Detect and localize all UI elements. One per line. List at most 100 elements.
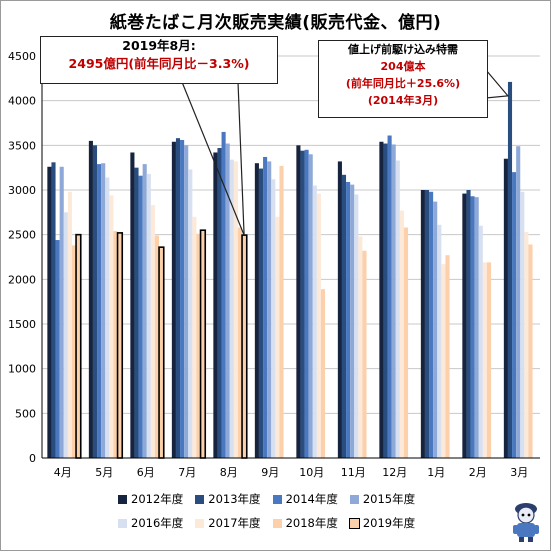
- y-axis-ticks: 0 500 1000 1500 2000 2500 3000 3500 4000 4500: [8, 50, 36, 465]
- bar: [474, 197, 479, 458]
- bar: [320, 289, 326, 458]
- bar: [59, 166, 64, 459]
- bar: [71, 245, 77, 458]
- bar: [354, 194, 359, 458]
- bar: [63, 212, 68, 458]
- legend-swatch: [118, 494, 127, 504]
- x-tick-label: 8月: [220, 466, 238, 479]
- bar: [512, 172, 517, 458]
- bar: [101, 163, 106, 458]
- bar: [387, 135, 392, 459]
- legend-label: 2015年度: [362, 492, 416, 506]
- callout-pointer-line: [237, 81, 245, 236]
- bar: [116, 232, 124, 459]
- bar: [528, 244, 533, 458]
- legend-item: 2017年度: [195, 515, 261, 531]
- legend-item: 2013年度: [195, 491, 261, 507]
- legend-item: 2014年度: [272, 491, 338, 507]
- y-tick-label: 4000: [8, 95, 36, 108]
- legend-swatch: [272, 518, 282, 528]
- bar: [142, 164, 147, 459]
- bar: [424, 190, 430, 458]
- bar: [441, 264, 446, 458]
- x-tick-label: 10月: [299, 466, 324, 479]
- y-tick-label: 1000: [8, 363, 36, 376]
- legend-label: 2012年度: [131, 492, 184, 506]
- legend-label: 2013年度: [208, 492, 261, 506]
- callout-pointers: [181, 68, 510, 236]
- bar: [175, 138, 181, 459]
- callout-march-2014-line4: (2014年3月): [367, 94, 439, 107]
- x-tick-label: 11月: [341, 466, 366, 479]
- bar: [341, 174, 347, 458]
- bar: [524, 231, 529, 458]
- bar: [229, 159, 234, 459]
- bar: [486, 262, 492, 458]
- bar: [470, 196, 475, 458]
- bar: [188, 169, 193, 458]
- x-axis-ticks: 4月 5月 6月 7月 8月 9月 10月 11月 12月 1月 2月 3月: [54, 466, 529, 479]
- bar: [221, 131, 226, 458]
- x-tick-label: 6月: [137, 466, 155, 479]
- bar: [258, 168, 264, 458]
- legend-swatch: [118, 518, 127, 528]
- bar: [67, 191, 72, 458]
- bar: [109, 195, 114, 459]
- bar: [478, 225, 483, 458]
- bar: [383, 143, 388, 458]
- bar: [51, 162, 56, 458]
- bar: [516, 146, 521, 458]
- bar: [445, 255, 450, 458]
- bar: [379, 141, 384, 458]
- y-tick-label: 3500: [8, 139, 36, 152]
- bar: [337, 161, 342, 458]
- bar: [113, 231, 118, 458]
- bar: [391, 144, 396, 458]
- bar: [105, 177, 110, 458]
- y-tick-label: 4500: [8, 50, 36, 63]
- bar: [279, 165, 284, 458]
- callout-march-2014: 値上げ前駆け込み特需 204億本 (前年同月比＋25.6%) (2014年3月): [318, 40, 488, 118]
- y-tick-label: 3000: [8, 184, 36, 197]
- bar: [158, 246, 165, 459]
- bar: [92, 145, 98, 459]
- legend-swatch: [272, 494, 282, 504]
- bar: [196, 233, 201, 458]
- y-tick-label: 2000: [8, 273, 36, 286]
- bar: [507, 81, 513, 458]
- y-tick-label: 0: [29, 452, 36, 465]
- bar: [217, 148, 222, 458]
- bar: [184, 145, 189, 459]
- x-tick-label: 9月: [261, 466, 279, 479]
- bar: [503, 158, 508, 458]
- callout-pointer-line: [181, 81, 245, 236]
- legend-item: 2019年度: [348, 515, 415, 531]
- bar: [213, 152, 218, 459]
- bar: [271, 179, 276, 458]
- bar: [399, 210, 404, 458]
- axes: [41, 56, 540, 459]
- bar: [520, 191, 525, 458]
- bar: [275, 216, 280, 458]
- bar: [55, 240, 60, 458]
- legend-item: 2012年度: [118, 491, 183, 507]
- bar: [171, 141, 176, 458]
- chart-title: 紙巻たばこ月次販売実績(販売代金、億円): [109, 13, 442, 33]
- bar: [233, 161, 238, 458]
- mascot-icon: [513, 503, 539, 542]
- bar: [241, 234, 248, 459]
- bar: [300, 150, 305, 458]
- bars: [47, 81, 533, 459]
- legend-item: 2016年度: [118, 515, 183, 531]
- legend-swatch: [348, 517, 360, 529]
- bar: [75, 233, 82, 459]
- bar: [146, 173, 151, 459]
- bar: [130, 152, 135, 459]
- bar: [312, 185, 317, 459]
- bar: [362, 250, 367, 458]
- legend-label: 2014年度: [285, 492, 338, 506]
- bar: [263, 156, 268, 459]
- legend-item: 2018年度: [272, 515, 338, 531]
- x-tick-label: 5月: [95, 466, 113, 479]
